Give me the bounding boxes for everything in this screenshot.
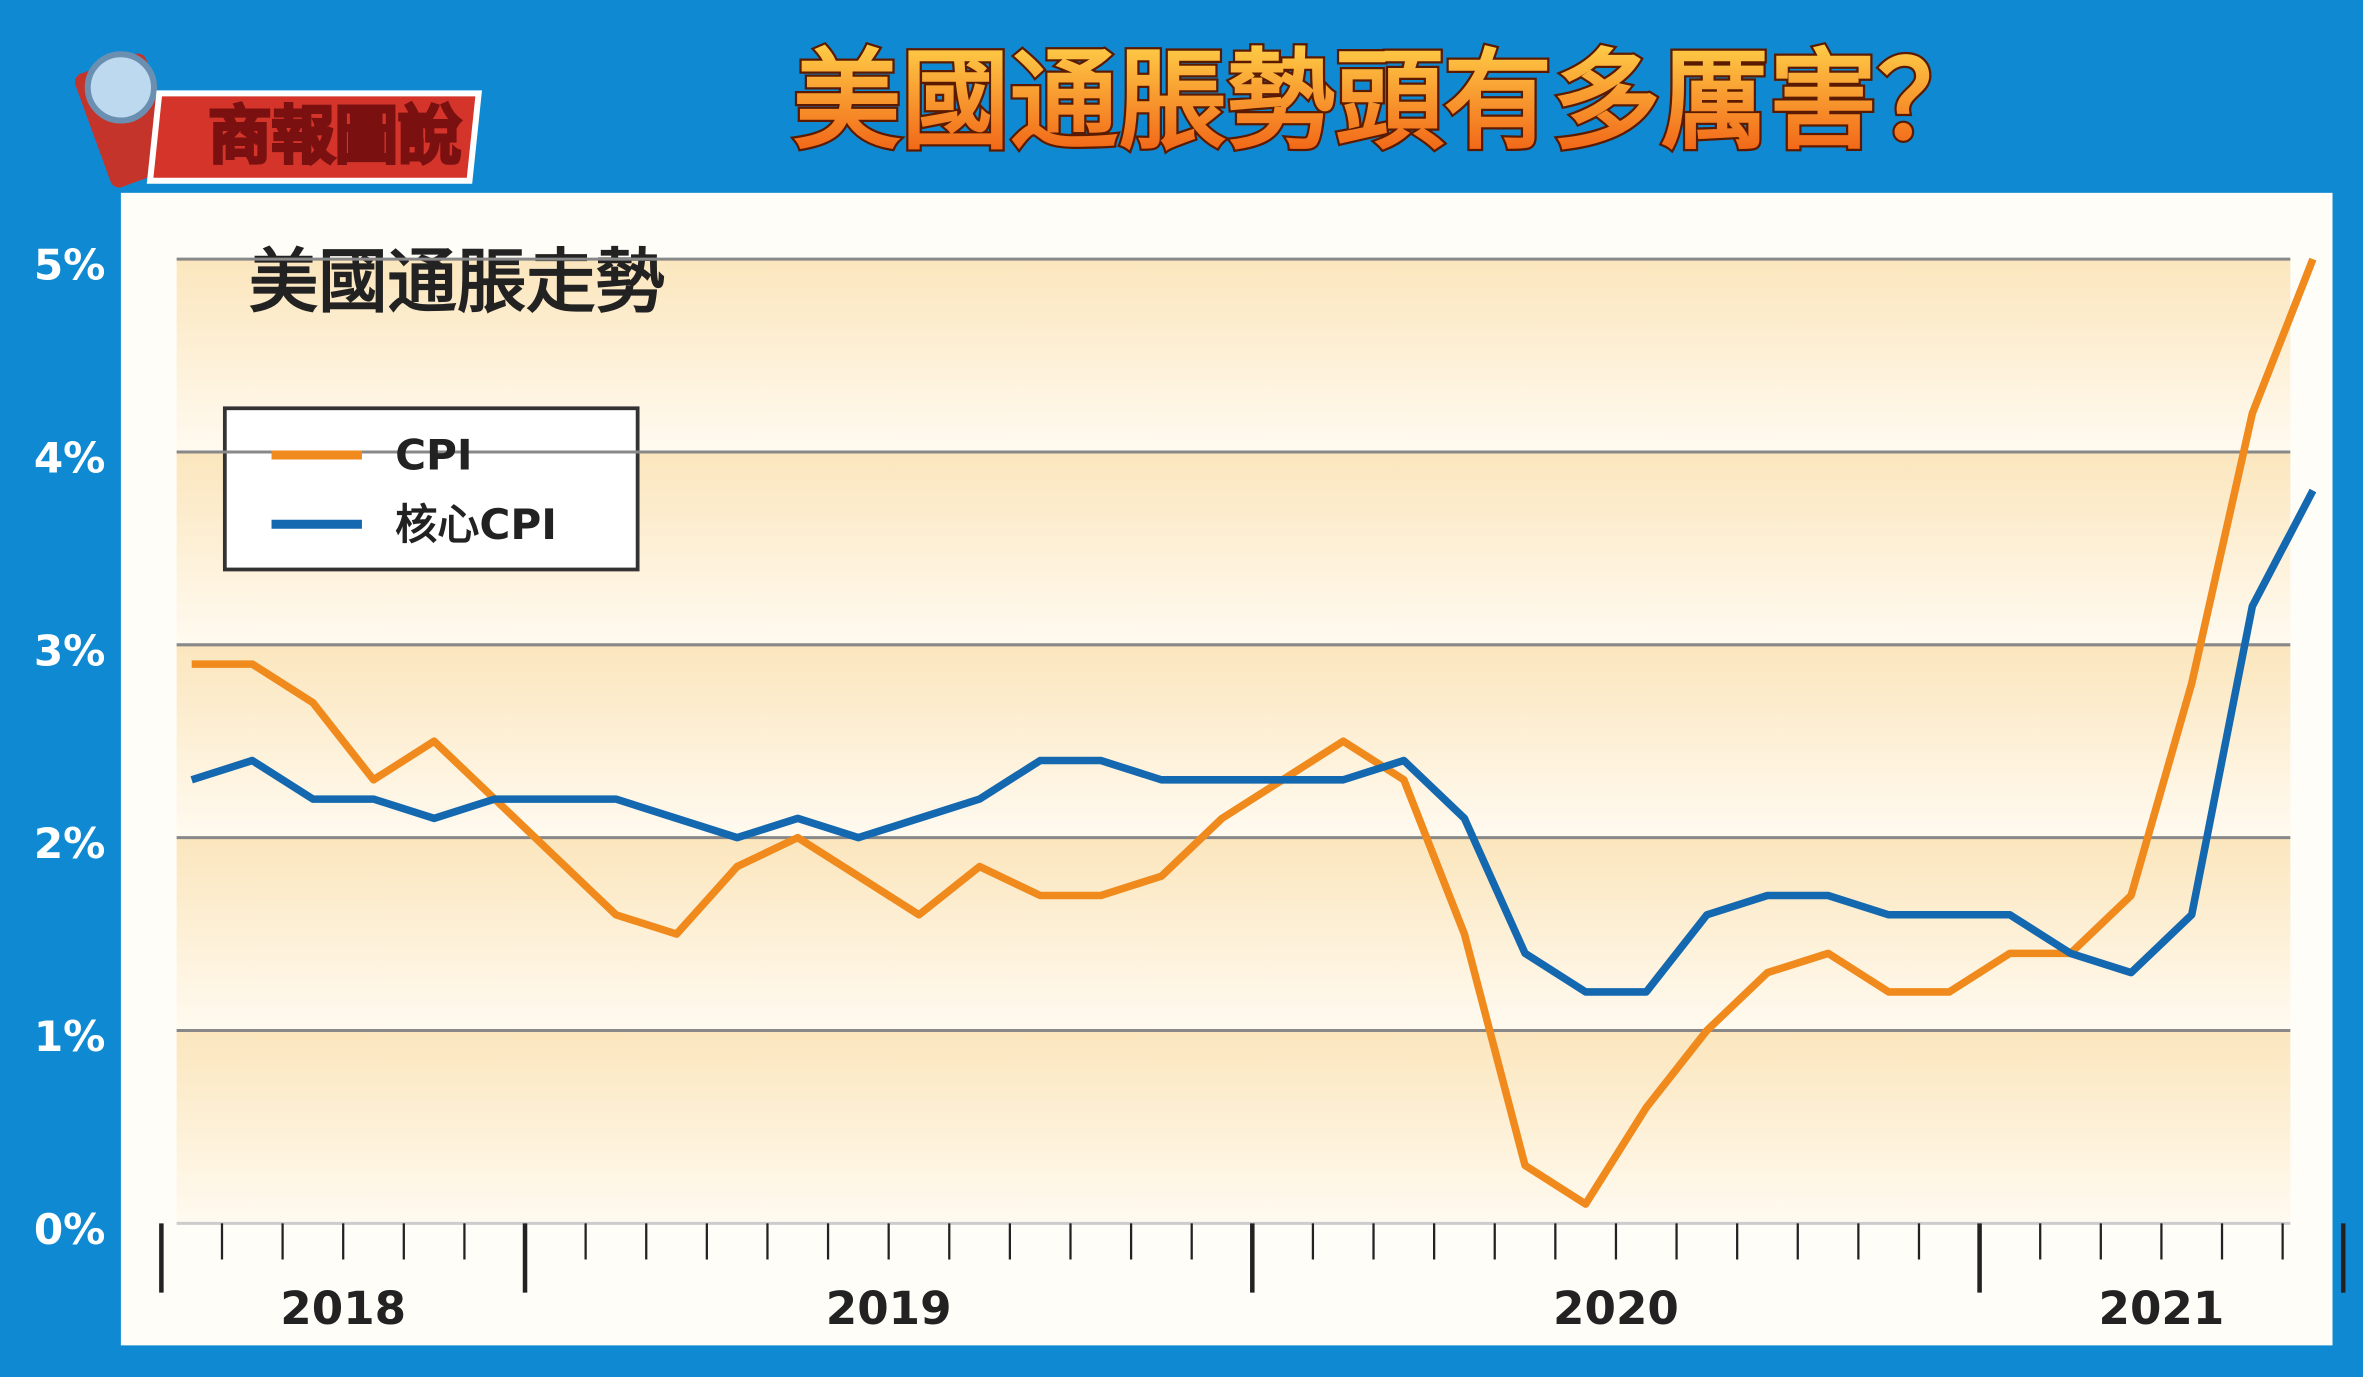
- grid-band: [176, 1030, 2291, 1224]
- y-tick-label: 4%: [34, 434, 106, 483]
- page-title: 美國通脹勢頭有多厲害？: [793, 37, 1986, 164]
- y-tick-label: 2%: [34, 819, 106, 868]
- grid-band: [176, 644, 2291, 838]
- legend: [222, 406, 640, 572]
- legend-label: 核心CPI: [395, 500, 557, 549]
- badge-text: 商報圖說: [208, 99, 461, 173]
- y-tick-label: 1%: [34, 1012, 106, 1061]
- legend-label: CPI: [395, 430, 473, 479]
- x-year-label: 2018: [280, 1282, 406, 1335]
- chart-title: 美國通脹走勢: [249, 242, 665, 322]
- x-year-label: 2021: [2099, 1282, 2225, 1335]
- y-tick-label: 3%: [34, 626, 106, 675]
- y-tick-label: 0%: [34, 1205, 106, 1254]
- grid-band: [176, 837, 2291, 1031]
- line: [191, 257, 2317, 1208]
- badge: 商報圖說: [74, 51, 482, 188]
- line: [190, 488, 2317, 996]
- x-year-label: 2019: [826, 1282, 952, 1335]
- y-tick-label: 5%: [34, 241, 106, 290]
- x-year-label: 2020: [1553, 1282, 1679, 1335]
